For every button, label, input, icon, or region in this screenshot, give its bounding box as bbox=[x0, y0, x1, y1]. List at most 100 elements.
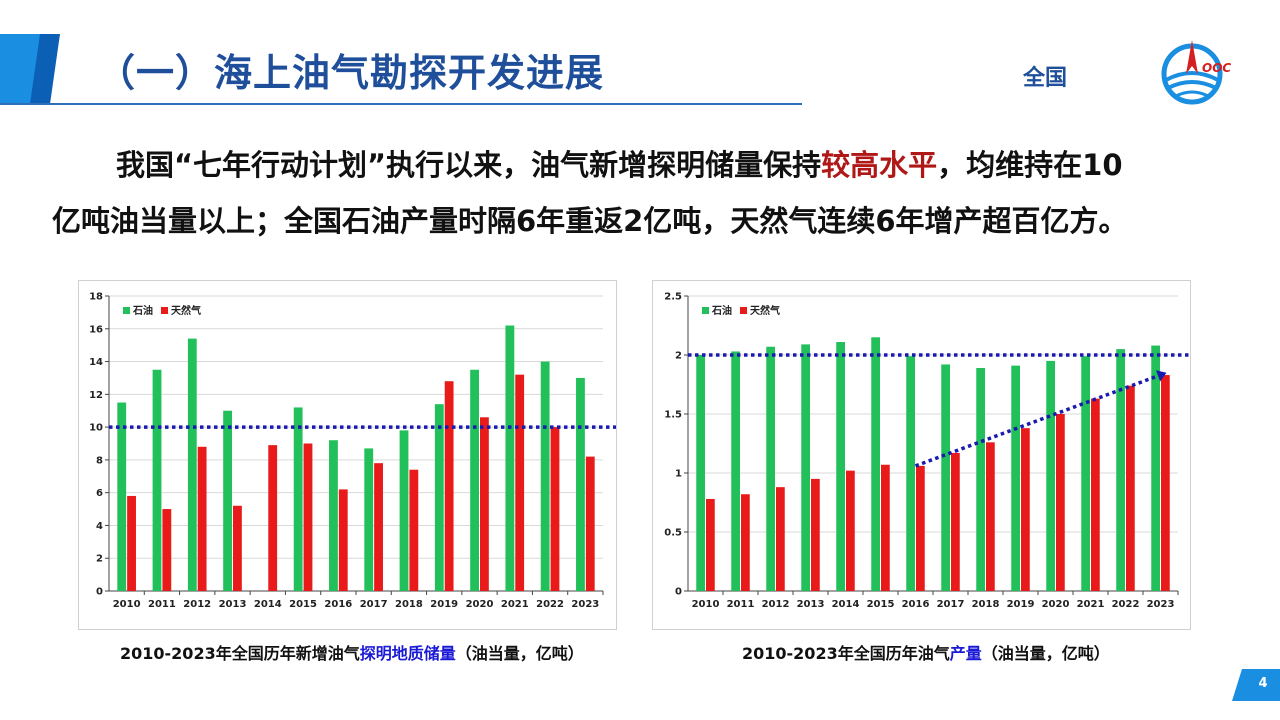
x-tick-label: 2012 bbox=[183, 599, 211, 610]
gas-bar bbox=[233, 505, 242, 591]
oil-bar bbox=[1116, 349, 1125, 591]
oil-bar bbox=[505, 325, 515, 591]
oil-bar bbox=[801, 344, 810, 591]
x-tick-label: 2022 bbox=[1112, 599, 1140, 610]
svg-text:OOC: OOC bbox=[1202, 61, 1231, 75]
legend-swatch bbox=[702, 307, 709, 314]
legend-label: 石油 bbox=[132, 304, 153, 317]
y-tick-label: 12 bbox=[89, 390, 103, 401]
caption-text: 2010-2023年全国历年油气 bbox=[742, 644, 950, 663]
title-divider bbox=[0, 103, 802, 105]
oil-bar bbox=[696, 355, 705, 591]
title-accent-bar bbox=[0, 34, 60, 104]
x-tick-label: 2013 bbox=[797, 599, 825, 610]
gas-bar bbox=[444, 381, 454, 591]
x-tick-label: 2016 bbox=[902, 599, 930, 610]
x-tick-label: 2015 bbox=[867, 599, 895, 610]
x-tick-label: 2019 bbox=[430, 599, 458, 610]
y-tick-label: 1 bbox=[675, 469, 682, 480]
lead-paragraph: 我国“七年行动计划”执行以来，油气新增探明储量保持较高水平，均维持在10 亿吨油… bbox=[52, 137, 1252, 249]
trend-arrow-head bbox=[1155, 370, 1167, 382]
page-number-badge: 4 bbox=[1232, 669, 1280, 701]
x-tick-label: 2016 bbox=[324, 599, 352, 610]
oil-bar bbox=[871, 337, 880, 591]
gas-bar bbox=[1056, 414, 1065, 591]
oil-bar bbox=[976, 367, 985, 591]
x-tick-label: 2015 bbox=[289, 599, 317, 610]
caption-text: 2010-2023年全国历年新增油气 bbox=[120, 644, 360, 663]
oil-bar bbox=[540, 361, 550, 591]
gas-bar bbox=[881, 464, 890, 591]
gas-bar bbox=[1021, 428, 1030, 591]
reserves-chart-panel: 0 2 4 6 8 10 12 14 16 18 2010 2011 2012 2013 2014 2015 2… bbox=[78, 280, 617, 630]
caption-unit: （油当量，亿吨） bbox=[981, 644, 1110, 663]
legend-swatch bbox=[123, 307, 130, 314]
gas-bar bbox=[706, 498, 715, 591]
oil-bar bbox=[329, 440, 338, 591]
oil-bar bbox=[941, 364, 950, 591]
oil-bar bbox=[399, 430, 409, 591]
lead-highlight: 较高水平 bbox=[821, 148, 938, 182]
oil-bar bbox=[117, 402, 127, 591]
x-tick-label: 2020 bbox=[1042, 599, 1070, 610]
gas-bar bbox=[409, 469, 419, 591]
oil-bar bbox=[223, 410, 232, 591]
y-tick-label: 10 bbox=[89, 423, 103, 434]
x-tick-label: 2010 bbox=[113, 599, 141, 610]
gas-bar bbox=[550, 427, 560, 591]
gas-bar bbox=[951, 452, 960, 591]
trend-arrow-line bbox=[914, 374, 1159, 468]
legend-label: 天然气 bbox=[750, 304, 780, 317]
legend-label: 天然气 bbox=[171, 304, 201, 317]
y-tick-label: 6 bbox=[96, 488, 103, 499]
x-tick-label: 2023 bbox=[571, 599, 599, 610]
oil-bar bbox=[187, 338, 197, 591]
caption-unit: （油当量，亿吨） bbox=[455, 644, 584, 663]
gas-bar bbox=[986, 442, 995, 591]
caption-highlight: 探明地质储量 bbox=[359, 644, 456, 663]
y-tick-label: 4 bbox=[96, 521, 103, 532]
gas-bar bbox=[480, 417, 489, 591]
x-tick-label: 2011 bbox=[727, 599, 755, 610]
oil-bar bbox=[906, 356, 915, 591]
x-tick-label: 2017 bbox=[937, 599, 965, 610]
gas-bar bbox=[1161, 375, 1170, 591]
gas-bar bbox=[197, 446, 207, 591]
y-tick-label: 8 bbox=[96, 455, 103, 466]
gas-bar bbox=[338, 489, 348, 591]
y-tick-label: 2 bbox=[675, 351, 682, 362]
legend-label: 石油 bbox=[711, 304, 732, 317]
y-tick-label: 0.5 bbox=[664, 528, 682, 539]
gas-bar bbox=[585, 456, 595, 591]
x-tick-label: 2022 bbox=[536, 599, 564, 610]
region-label: 全国 bbox=[1023, 66, 1068, 91]
x-tick-label: 2021 bbox=[1077, 599, 1105, 610]
oil-bar bbox=[836, 342, 845, 591]
lead-line-2: 亿吨油当量以上；全国石油产量时隔6年重返2亿吨，天然气连续6年增产超百亿方。 bbox=[52, 204, 1128, 238]
y-tick-label: 1.5 bbox=[664, 410, 682, 421]
oil-bar bbox=[576, 377, 585, 591]
oil-bar bbox=[1046, 360, 1055, 591]
gas-bar bbox=[162, 509, 172, 591]
gas-bar bbox=[1126, 385, 1135, 591]
company-logo-icon: OOC bbox=[1161, 40, 1231, 105]
oil-bar bbox=[470, 369, 479, 591]
lead-line-1: 我国“七年行动计划”执行以来，油气新增探明储量保持较高水平，均维持在10 bbox=[52, 137, 1252, 193]
lead-text-1: 我国“七年行动计划”执行以来，油气新增探明储量保持 bbox=[116, 148, 822, 182]
oil-bar bbox=[1081, 356, 1090, 591]
legend-swatch bbox=[161, 307, 168, 314]
gas-bar bbox=[127, 495, 136, 591]
x-tick-label: 2019 bbox=[1007, 599, 1035, 610]
x-tick-label: 2013 bbox=[219, 599, 247, 610]
x-tick-label: 2014 bbox=[832, 599, 860, 610]
oil-bar bbox=[434, 404, 444, 591]
x-tick-label: 2020 bbox=[466, 599, 494, 610]
gas-bar bbox=[1091, 398, 1100, 591]
gas-bar bbox=[811, 478, 820, 591]
page-title: （一）海上油气勘探开发进展 bbox=[97, 51, 605, 95]
y-tick-label: 2.5 bbox=[664, 292, 682, 303]
y-tick-label: 16 bbox=[89, 324, 103, 335]
oil-bar bbox=[364, 448, 374, 591]
x-tick-label: 2018 bbox=[972, 599, 1000, 610]
x-tick-label: 2023 bbox=[1147, 599, 1175, 610]
